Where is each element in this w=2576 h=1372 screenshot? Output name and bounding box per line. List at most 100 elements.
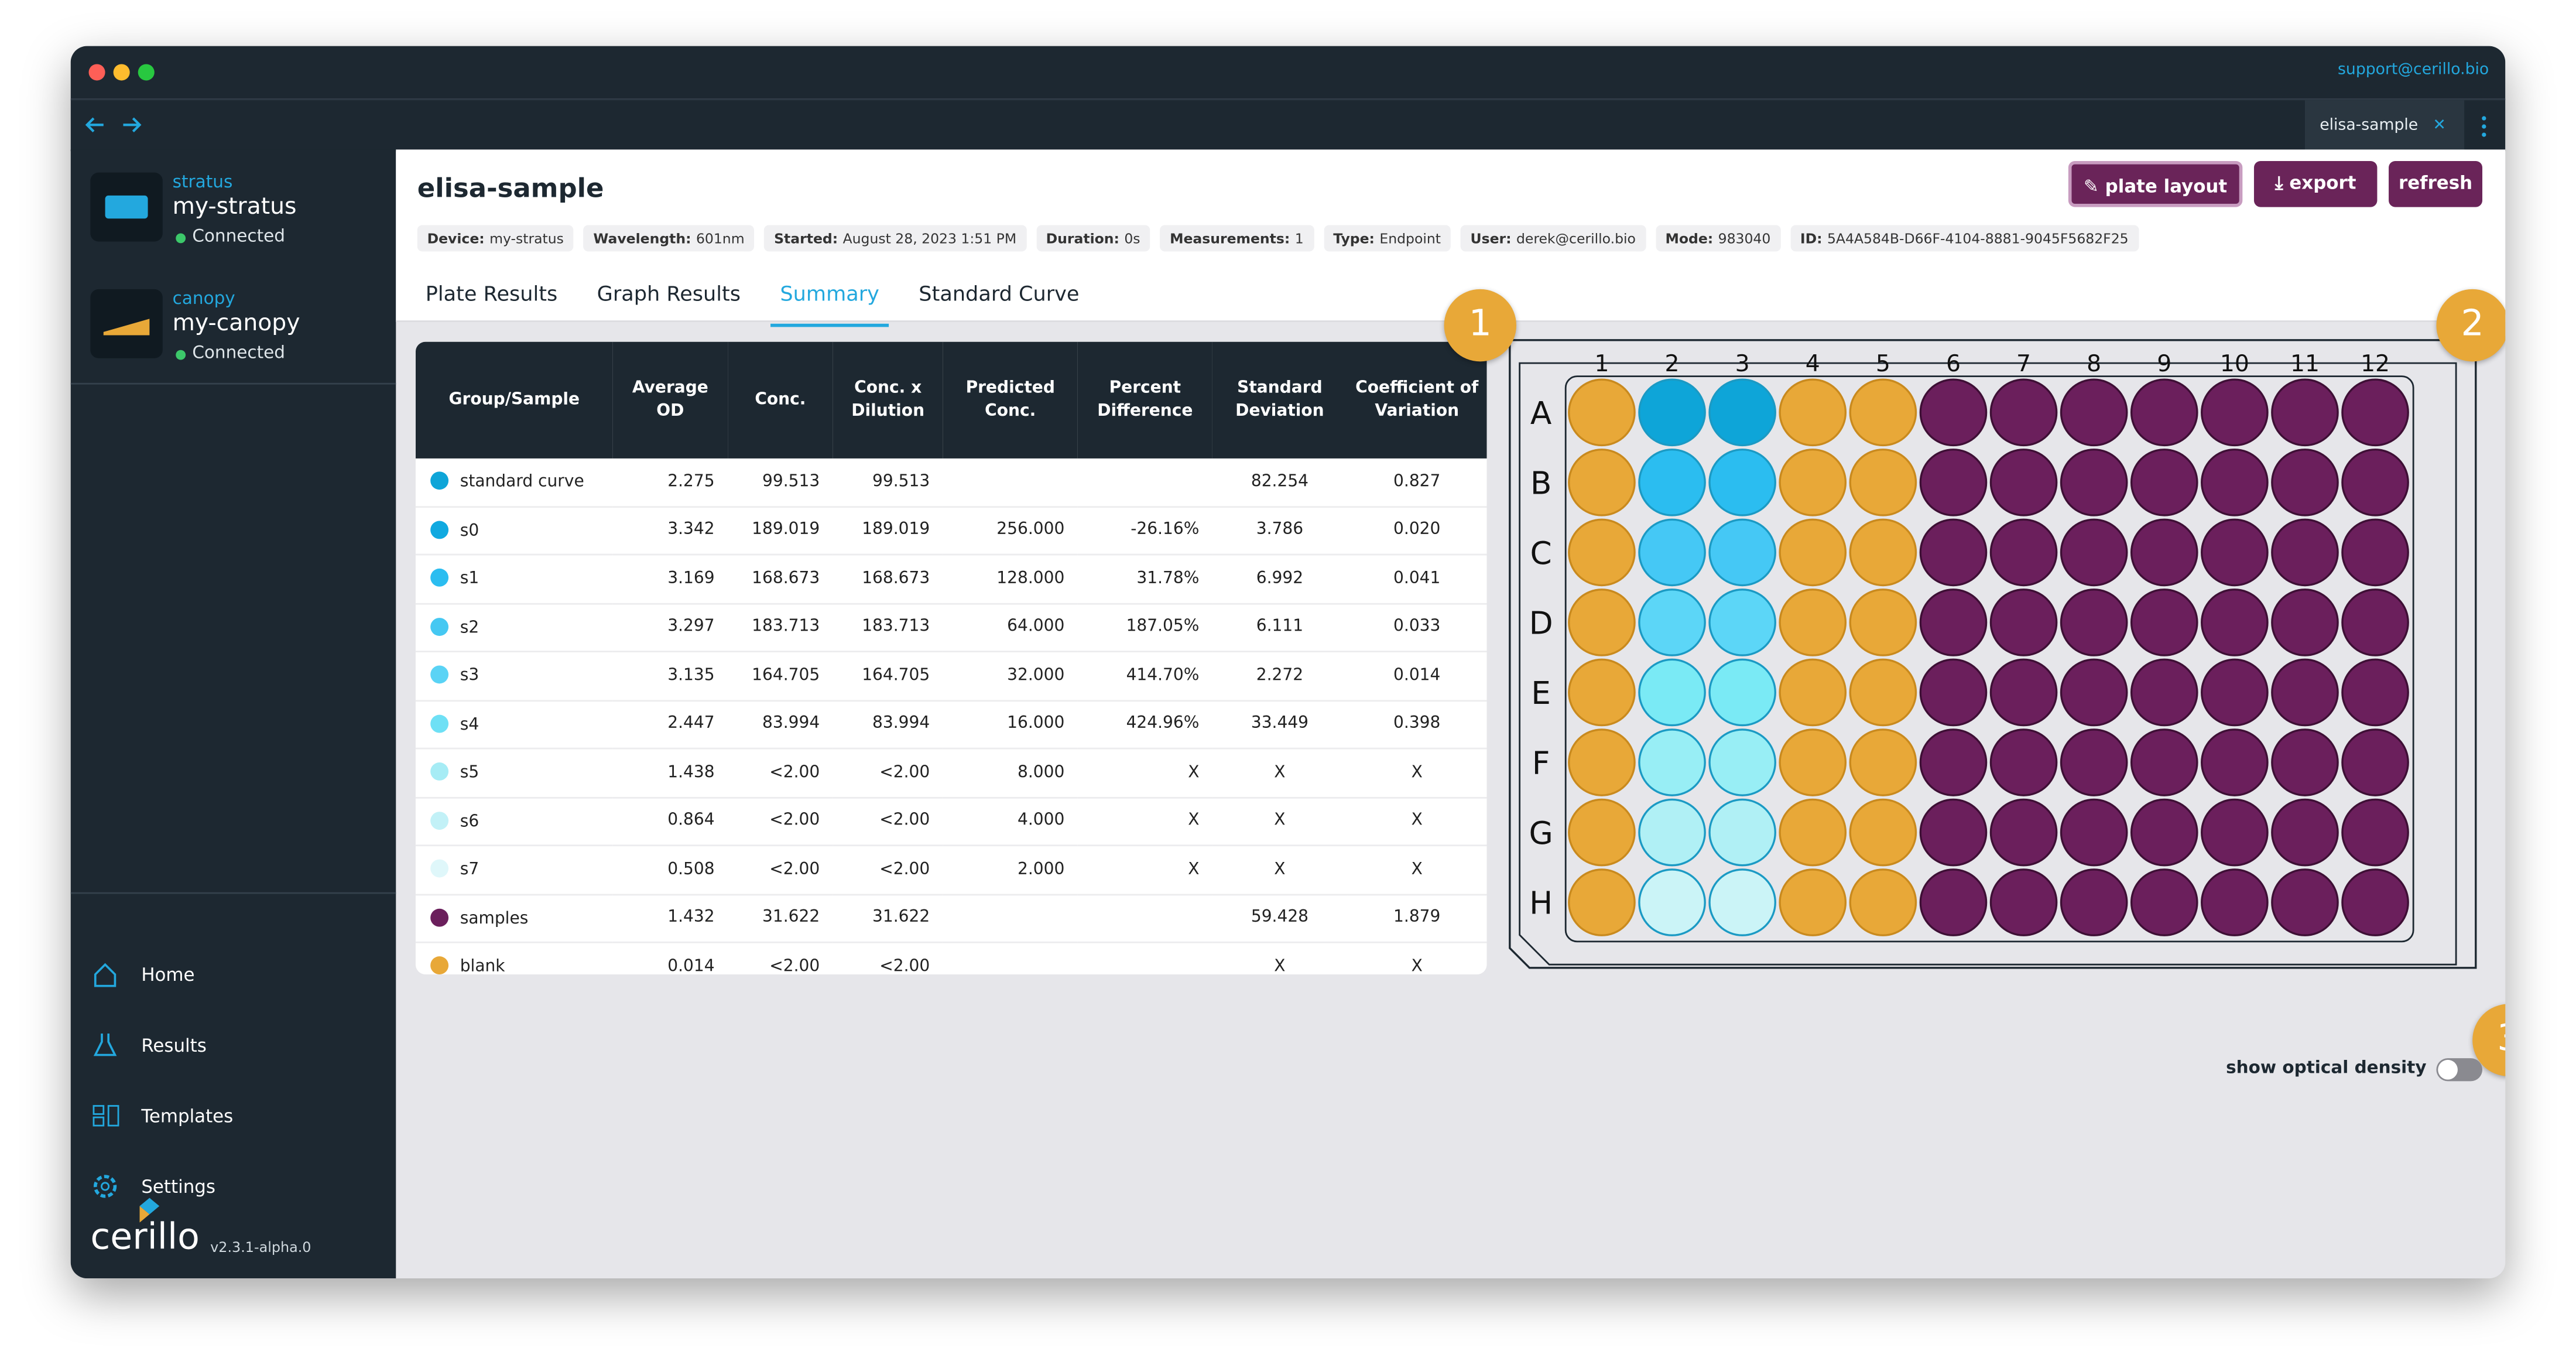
tab[interactable]: Summary [770, 281, 889, 327]
tab[interactable]: Standard Curve [919, 280, 1080, 306]
well[interactable] [2341, 589, 2409, 656]
well[interactable] [2201, 589, 2269, 656]
plate-layout-button[interactable]: ✎ plate layout [2068, 160, 2243, 207]
well[interactable] [2130, 378, 2198, 447]
well[interactable] [2271, 449, 2339, 516]
well[interactable] [1989, 868, 2058, 936]
well[interactable] [1779, 589, 1847, 656]
well[interactable] [1638, 378, 1706, 447]
well[interactable] [2130, 728, 2198, 796]
well[interactable] [2060, 728, 2128, 796]
tab[interactable]: Plate Results [425, 280, 558, 306]
well[interactable] [1849, 798, 1917, 867]
well[interactable] [2271, 658, 2339, 727]
well[interactable] [2130, 518, 2198, 587]
open-tab[interactable]: elisa-sample ✕ [2304, 100, 2465, 152]
well[interactable] [1708, 449, 1776, 516]
refresh-button[interactable]: refresh [2389, 160, 2483, 207]
well[interactable] [2201, 728, 2269, 796]
well[interactable] [1919, 868, 1988, 936]
well[interactable] [1568, 798, 1636, 867]
well[interactable] [1638, 798, 1706, 867]
well[interactable] [2130, 868, 2198, 936]
well[interactable] [2341, 798, 2409, 867]
well[interactable] [1708, 658, 1776, 727]
well[interactable] [2060, 798, 2128, 867]
well[interactable] [2271, 378, 2339, 447]
well[interactable] [1708, 518, 1776, 587]
well[interactable] [1779, 378, 1847, 447]
well[interactable] [2130, 449, 2198, 516]
well[interactable] [1779, 449, 1847, 516]
well[interactable] [1849, 868, 1917, 936]
well[interactable] [2201, 798, 2269, 867]
well[interactable] [1779, 518, 1847, 587]
well[interactable] [2341, 868, 2409, 936]
well[interactable] [1568, 518, 1636, 587]
close-button[interactable] [88, 64, 105, 81]
well[interactable] [2201, 378, 2269, 447]
well[interactable] [1919, 798, 1988, 867]
well[interactable] [2130, 658, 2198, 727]
well[interactable] [1568, 728, 1636, 796]
well[interactable] [1568, 449, 1636, 516]
well[interactable] [1779, 658, 1847, 727]
well[interactable] [2060, 378, 2128, 447]
well[interactable] [1989, 449, 2058, 516]
well[interactable] [1638, 868, 1706, 936]
well[interactable] [1779, 798, 1847, 867]
well[interactable] [1989, 658, 2058, 727]
well[interactable] [1919, 728, 1988, 796]
maximize-button[interactable] [138, 64, 155, 81]
well[interactable] [2271, 589, 2339, 656]
well[interactable] [1568, 868, 1636, 936]
well[interactable] [1849, 728, 1917, 796]
well[interactable] [1708, 378, 1776, 447]
well[interactable] [1638, 658, 1706, 727]
well[interactable] [2130, 798, 2198, 867]
well[interactable] [1849, 589, 1917, 656]
well[interactable] [1989, 798, 2058, 867]
well[interactable] [2060, 589, 2128, 656]
well[interactable] [2341, 518, 2409, 587]
well[interactable] [1989, 518, 2058, 587]
well[interactable] [1919, 378, 1988, 447]
well[interactable] [1989, 589, 2058, 656]
nav-item[interactable]: Home [141, 964, 195, 986]
well[interactable] [1919, 589, 1988, 656]
well[interactable] [1989, 378, 2058, 447]
well[interactable] [1708, 728, 1776, 796]
well[interactable] [2201, 518, 2269, 587]
device-card[interactable]: stratus my-stratus Connected [90, 172, 396, 265]
well[interactable] [1919, 658, 1988, 727]
optical-density-toggle[interactable] [2436, 1058, 2483, 1082]
well[interactable] [1568, 378, 1636, 447]
well[interactable] [1638, 728, 1706, 796]
well[interactable] [1989, 728, 2058, 796]
well[interactable] [2201, 868, 2269, 936]
well[interactable] [1638, 589, 1706, 656]
nav-item[interactable]: Templates [141, 1106, 234, 1127]
well[interactable] [2271, 868, 2339, 936]
well[interactable] [2201, 658, 2269, 727]
well[interactable] [1779, 868, 1847, 936]
well[interactable] [1919, 518, 1988, 587]
well[interactable] [1638, 518, 1706, 587]
well[interactable] [2060, 868, 2128, 936]
well[interactable] [1849, 658, 1917, 727]
well[interactable] [1708, 589, 1776, 656]
well[interactable] [2060, 518, 2128, 587]
well[interactable] [1849, 449, 1917, 516]
nav-item[interactable]: Results [141, 1035, 207, 1057]
export-button[interactable]: ⤓ export [2253, 160, 2378, 207]
well[interactable] [1849, 518, 1917, 587]
well[interactable] [1849, 378, 1917, 447]
well[interactable] [2201, 449, 2269, 516]
device-card[interactable]: canopy my-canopy Connected [90, 289, 396, 381]
well[interactable] [1708, 868, 1776, 936]
well[interactable] [1568, 658, 1636, 727]
history-arrows[interactable] [84, 114, 149, 136]
well[interactable] [2271, 518, 2339, 587]
well[interactable] [1568, 589, 1636, 656]
well[interactable] [2341, 728, 2409, 796]
